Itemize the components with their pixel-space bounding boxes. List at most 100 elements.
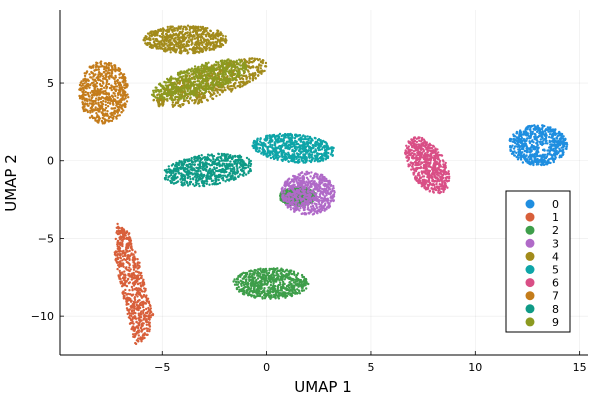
data-point (534, 134, 537, 138)
data-point (282, 274, 285, 277)
data-point (119, 280, 122, 283)
data-point (169, 44, 172, 47)
data-point (554, 156, 557, 159)
data-point (525, 132, 528, 135)
data-point (303, 201, 306, 205)
data-point (267, 286, 270, 289)
data-point (166, 36, 170, 40)
data-point (299, 206, 302, 210)
data-point (538, 132, 541, 135)
data-point (116, 247, 120, 250)
data-point (126, 312, 129, 316)
data-point (534, 160, 537, 164)
data-point (280, 187, 283, 191)
data-point (315, 152, 319, 155)
data-point (517, 150, 520, 154)
data-point (250, 274, 254, 277)
data-point (219, 31, 222, 34)
data-point (521, 139, 525, 142)
data-point (241, 85, 244, 88)
data-point (118, 265, 121, 269)
data-point (519, 131, 523, 134)
data-point (533, 138, 537, 141)
data-point (311, 139, 314, 142)
data-point (320, 196, 323, 200)
data-point (320, 174, 323, 177)
data-point (316, 210, 319, 213)
data-point (513, 154, 516, 157)
data-point (209, 29, 212, 33)
data-point (534, 156, 537, 160)
data-point (250, 289, 253, 293)
data-point (162, 28, 166, 31)
data-point (314, 203, 317, 206)
data-point (556, 141, 559, 145)
data-point (280, 191, 283, 194)
data-point (268, 269, 271, 272)
data-point (181, 39, 184, 43)
data-point (136, 258, 139, 261)
data-point (216, 31, 219, 34)
data-point (196, 37, 200, 40)
data-point (308, 199, 311, 203)
data-point (307, 172, 311, 175)
data-point (540, 127, 544, 131)
data-point (555, 136, 558, 140)
data-point (205, 98, 209, 102)
data-point (313, 210, 316, 213)
data-point (520, 147, 524, 151)
data-point (524, 160, 528, 163)
data-point (283, 191, 286, 194)
data-point (524, 128, 527, 131)
data-point (329, 192, 333, 195)
data-point (301, 283, 304, 286)
data-point (297, 173, 300, 176)
data-point (130, 278, 133, 281)
data-point (148, 328, 151, 331)
data-point (125, 257, 129, 261)
data-point (546, 142, 549, 145)
data-point (283, 184, 287, 187)
data-point (224, 35, 227, 38)
data-point (290, 289, 293, 292)
data-point (216, 39, 220, 42)
data-point (284, 187, 287, 190)
data-point (177, 25, 180, 28)
data-point (263, 292, 267, 295)
data-point (171, 37, 174, 40)
data-point (130, 248, 134, 251)
data-point (291, 186, 295, 190)
data-point (552, 159, 555, 162)
data-point (268, 151, 272, 155)
data-point (130, 285, 134, 289)
data-point (123, 258, 126, 261)
data-point (165, 42, 168, 45)
data-point (234, 86, 237, 90)
data-point (160, 42, 164, 45)
data-point (150, 44, 153, 47)
data-point (288, 276, 292, 279)
data-point (239, 273, 242, 277)
data-point (309, 175, 312, 178)
data-point (178, 32, 181, 36)
data-point (130, 246, 133, 249)
data-point (220, 39, 224, 42)
data-point (289, 292, 292, 295)
data-point (178, 82, 181, 86)
data-point (258, 150, 261, 153)
data-point (128, 241, 132, 245)
data-point (158, 34, 162, 38)
data-point (558, 130, 561, 134)
data-point (143, 313, 146, 316)
data-point (522, 153, 526, 156)
data-point (135, 307, 138, 311)
data-point (316, 188, 319, 192)
data-point (287, 270, 290, 273)
data-point (332, 199, 335, 203)
data-point (188, 33, 191, 36)
data-point (529, 157, 532, 161)
data-point (123, 270, 126, 273)
data-point (136, 261, 140, 264)
data-point (541, 135, 544, 138)
data-point (260, 271, 263, 274)
